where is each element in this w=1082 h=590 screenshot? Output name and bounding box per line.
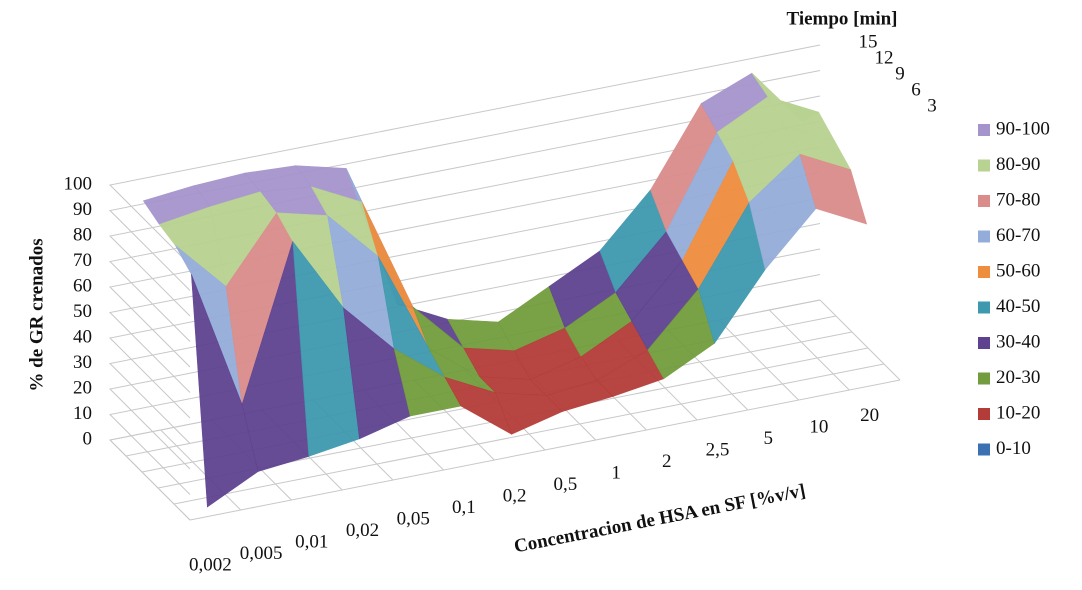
x-tick-label: 2,5 — [706, 439, 730, 460]
legend-swatch — [978, 337, 990, 349]
z-tick-label: 40 — [73, 326, 92, 347]
x-tick-label: 2 — [662, 451, 672, 472]
depth-tick-label: 9 — [895, 63, 905, 84]
x-tick-label: 0,002 — [189, 554, 232, 575]
z-tick-label: 0 — [83, 428, 93, 449]
z-tick-label: 100 — [64, 173, 93, 194]
floor-line — [718, 319, 799, 401]
legend-label: 90-100 — [996, 118, 1050, 139]
legend-label: 0-10 — [996, 438, 1031, 459]
x-tick-label: 0,1 — [452, 497, 476, 518]
legend-swatch — [978, 443, 990, 456]
legend-swatch — [978, 266, 990, 278]
legend-swatch — [978, 124, 990, 136]
grid-line — [108, 44, 821, 266]
x-tick-label: 5 — [763, 428, 773, 449]
x-tick-label: 20 — [860, 405, 879, 426]
grid-line — [108, 70, 821, 291]
grid-line — [108, 95, 821, 317]
z-tick-label: 90 — [73, 199, 92, 220]
floor-line — [160, 429, 242, 511]
grid-line — [108, 121, 821, 342]
legend-swatch — [978, 408, 990, 420]
grid-line — [108, 172, 821, 393]
legend-label: 20-30 — [996, 367, 1040, 388]
floor-line — [819, 299, 901, 381]
z-tick-label: 30 — [73, 352, 92, 373]
x-tick-label: 0,01 — [295, 531, 328, 552]
z-axis-title: % de GR crenados — [26, 238, 47, 391]
z-tick-label: 80 — [73, 224, 92, 245]
z-tick-label: 20 — [73, 377, 92, 398]
depth-tick-label: 15 — [859, 31, 878, 52]
legend-label: 80-90 — [996, 154, 1040, 175]
depth-tick-label: 12 — [875, 47, 894, 68]
depth-tick-label: 6 — [911, 79, 921, 100]
legend-label: 70-80 — [996, 189, 1040, 210]
floor-line — [189, 379, 901, 521]
depth-axis-title: Tiempo [min] — [786, 8, 897, 29]
z-tick-label: 70 — [73, 250, 92, 271]
legend-swatch — [978, 301, 990, 314]
legend-label: 60-70 — [996, 225, 1040, 246]
x-tick-label: 0,2 — [503, 485, 527, 506]
surface-patch — [799, 153, 868, 225]
x-tick-label: 0,005 — [240, 543, 283, 564]
x-tick-label: 0,5 — [553, 474, 577, 495]
floor-line — [768, 309, 850, 391]
grid-line — [108, 146, 821, 368]
legend-swatch — [978, 230, 990, 243]
legend-swatch — [978, 372, 990, 385]
legend-label: 40-50 — [996, 296, 1040, 317]
z-tick-label: 10 — [73, 403, 92, 424]
x-tick-label: 0,02 — [346, 520, 379, 541]
grid-line — [108, 197, 821, 419]
legend-swatch — [978, 195, 990, 207]
legend-label: 50-60 — [996, 260, 1040, 281]
legend-label: 10-20 — [996, 402, 1040, 423]
x-tick-label: 0,05 — [397, 508, 430, 529]
floor-line — [109, 439, 191, 521]
floor-line — [173, 363, 885, 505]
z-tick-label: 60 — [73, 275, 92, 296]
z-tick-label: 50 — [73, 301, 92, 322]
depth-tick-label: 3 — [927, 95, 937, 116]
x-tick-label: 10 — [809, 416, 828, 437]
legend-label: 30-40 — [996, 331, 1040, 352]
x-tick-label: 1 — [611, 462, 621, 483]
legend-swatch — [978, 159, 990, 172]
